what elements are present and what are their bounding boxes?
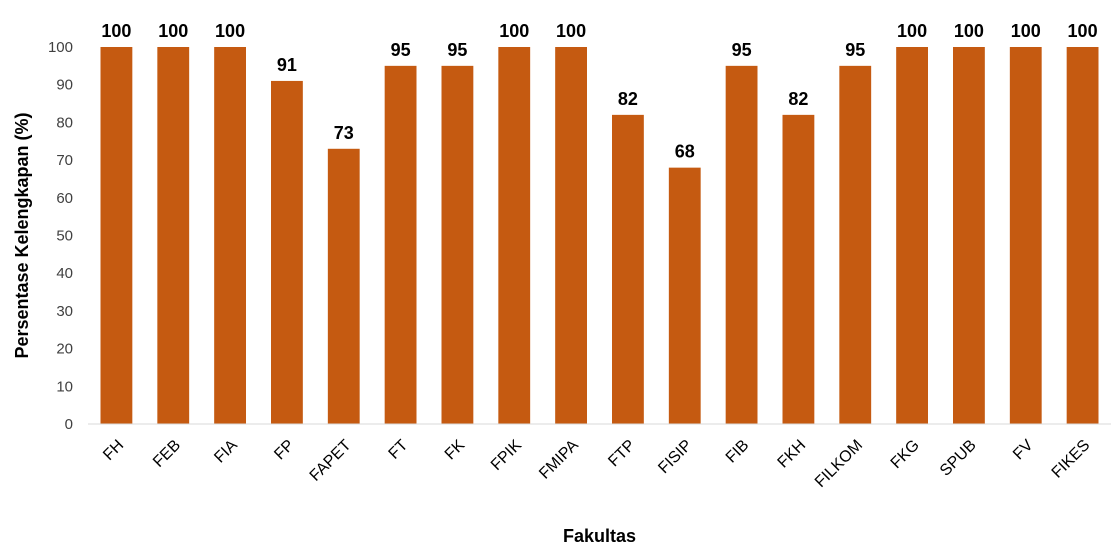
- x-category-label: FMIPA: [536, 437, 582, 483]
- data-label: 82: [618, 89, 638, 109]
- bar: [782, 114, 815, 425]
- data-label: 95: [732, 40, 752, 60]
- data-label: 100: [101, 21, 131, 41]
- y-tick-label: 80: [56, 114, 73, 131]
- x-category-label: FTP: [605, 437, 638, 470]
- data-label: 73: [334, 123, 354, 143]
- y-tick-label: 60: [56, 190, 73, 207]
- bar: [555, 47, 587, 424]
- y-tick-label: 30: [56, 303, 73, 320]
- data-label: 95: [845, 40, 865, 60]
- x-category-label: FILKOM: [812, 437, 866, 491]
- y-tick-label: 10: [56, 378, 73, 395]
- x-category-label: FAPET: [307, 437, 355, 485]
- x-axis-title: Fakultas: [563, 526, 636, 546]
- data-label: 82: [788, 89, 808, 109]
- data-label: 68: [675, 142, 695, 162]
- y-axis-ticks: 0 10 20 30 40 50 60 70 80 90 100: [48, 39, 73, 433]
- bar: [668, 167, 701, 424]
- y-tick-label: 20: [56, 341, 73, 358]
- data-label: 91: [277, 55, 297, 75]
- x-category-label: SPUB: [937, 437, 980, 480]
- data-label: 100: [499, 21, 529, 41]
- x-category-label: FPIK: [488, 437, 525, 474]
- data-label: 100: [1011, 21, 1041, 41]
- x-category-label: FEB: [150, 437, 184, 471]
- bar: [1009, 47, 1042, 424]
- bar: [612, 114, 644, 425]
- bar: [839, 65, 872, 424]
- data-label: 95: [391, 40, 411, 60]
- bars: [100, 47, 1099, 425]
- y-tick-label: 90: [56, 77, 73, 94]
- y-tick-label: 70: [56, 152, 73, 169]
- bar: [271, 80, 303, 425]
- x-category-label: FT: [386, 437, 412, 463]
- data-label: 100: [556, 21, 586, 41]
- y-tick-label: 100: [48, 39, 73, 56]
- data-label: 100: [897, 21, 927, 41]
- x-category-label: FIB: [723, 437, 753, 467]
- x-category-label: FKH: [775, 437, 810, 472]
- bar: [100, 47, 133, 424]
- x-category-label: FK: [442, 437, 469, 464]
- bar: [498, 47, 531, 424]
- data-label: 95: [447, 40, 467, 60]
- bar: [1066, 47, 1099, 424]
- x-category-label: FV: [1010, 437, 1037, 464]
- x-category-label: FISIP: [655, 437, 695, 477]
- data-labels: 100 100 100 91 73 95 95 100 100 82 68 95 82 95 100 100 1…: [101, 21, 1097, 162]
- bar: [725, 65, 758, 424]
- bar: [441, 65, 474, 424]
- data-label: 100: [158, 21, 188, 41]
- bar: [953, 47, 985, 424]
- bar: [896, 47, 928, 424]
- bar: [327, 148, 360, 425]
- x-axis-category-labels: FH FEB FIA FP FAPET FT FK FPIK FMIPA FTP FISIP FIB F…: [100, 437, 1093, 491]
- data-label: 100: [215, 21, 245, 41]
- y-tick-label: 50: [56, 228, 73, 245]
- y-tick-label: 40: [56, 265, 73, 282]
- bar: [157, 47, 190, 424]
- x-category-label: FH: [100, 437, 127, 464]
- bar: [384, 65, 417, 424]
- x-category-label: FIA: [211, 437, 241, 467]
- x-category-label: FIKES: [1049, 437, 1094, 482]
- x-category-label: FP: [271, 437, 297, 463]
- x-category-label: FKG: [888, 437, 923, 472]
- y-axis-title: Persentase Kelengkapan (%): [12, 112, 32, 358]
- y-tick-label: 0: [65, 416, 73, 433]
- data-label: 100: [954, 21, 984, 41]
- data-label: 100: [1068, 21, 1098, 41]
- bar: [214, 47, 246, 424]
